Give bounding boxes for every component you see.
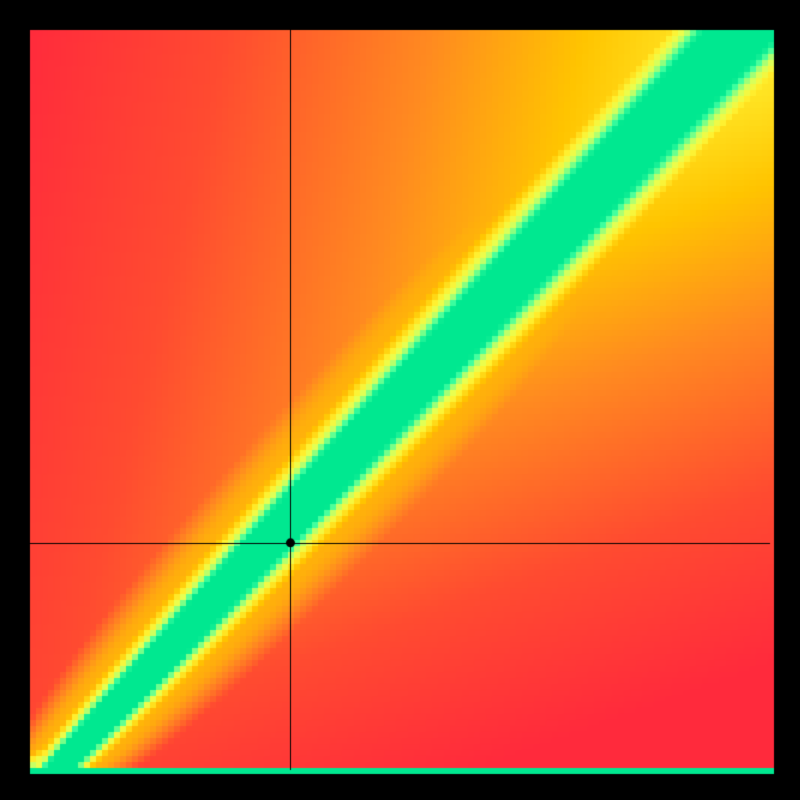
chart-container: TheBottleneck.com: [0, 0, 800, 800]
source-watermark: TheBottleneck.com: [565, 6, 768, 32]
bottleneck-heatmap: [0, 0, 800, 800]
